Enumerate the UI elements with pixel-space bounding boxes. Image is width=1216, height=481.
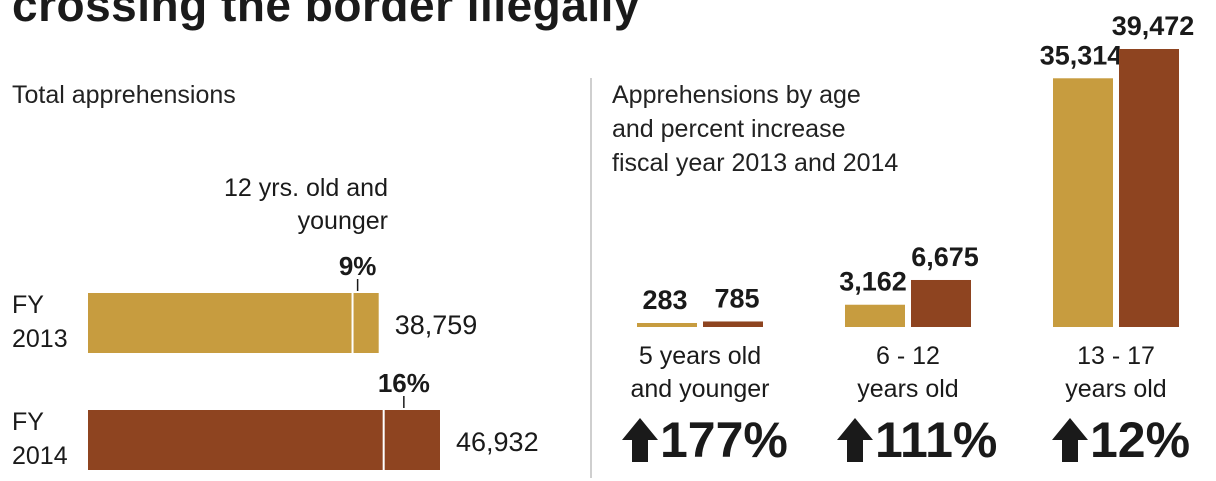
category-label: 2014 [12, 442, 68, 470]
category-label: 2013 [12, 325, 68, 353]
age-category-label: 13 - 17 [1077, 342, 1155, 370]
age-bar [911, 280, 971, 327]
age-category-label: 6 - 12 [876, 342, 940, 370]
increase-indicator-6-12: 111% [835, 415, 997, 465]
age-category-label: and younger [630, 375, 769, 403]
data-label: 3,162 [839, 267, 907, 297]
percent-increase: 177% [660, 415, 788, 465]
percent-increase: 12% [1090, 415, 1190, 465]
data-label: 39,472 [1112, 11, 1195, 41]
data-label: 35,314 [1040, 40, 1123, 70]
value-label: 46,932 [456, 427, 539, 457]
total-bar-0 [88, 293, 379, 353]
age-bar [1053, 78, 1113, 327]
segment-label: 16% [378, 368, 430, 398]
data-label: 283 [642, 285, 687, 315]
age-category-label: years old [1065, 375, 1166, 403]
data-label: 6,675 [911, 242, 979, 272]
total-apprehensions-chart: 9% 38,759 FY 2013 16% 46,932 FY 2014 12 yrs. old… [12, 174, 539, 470]
age-category-label: years old [857, 375, 958, 403]
age-category-label: 5 years old [639, 342, 761, 370]
up-arrow-icon [835, 416, 875, 464]
category-label: FY [12, 291, 44, 319]
age-bar [637, 323, 697, 327]
increase-indicator-13-17: 12% [1050, 415, 1190, 465]
age-bar [1119, 49, 1179, 327]
segment-label: 9% [339, 251, 377, 281]
percent-increase: 111% [875, 415, 997, 465]
segment-annotation: younger [298, 207, 388, 235]
category-label: FY [12, 408, 44, 436]
up-arrow-icon [1050, 416, 1090, 464]
up-arrow-icon [620, 416, 660, 464]
total-bar-1 [88, 410, 440, 470]
age-bar [703, 321, 763, 327]
data-label: 785 [714, 283, 759, 313]
increase-indicator-5-and-younger: 177% [620, 415, 788, 465]
segment-annotation: 12 yrs. old and [224, 174, 388, 202]
value-label: 38,759 [395, 310, 478, 340]
age-bar [845, 305, 905, 327]
